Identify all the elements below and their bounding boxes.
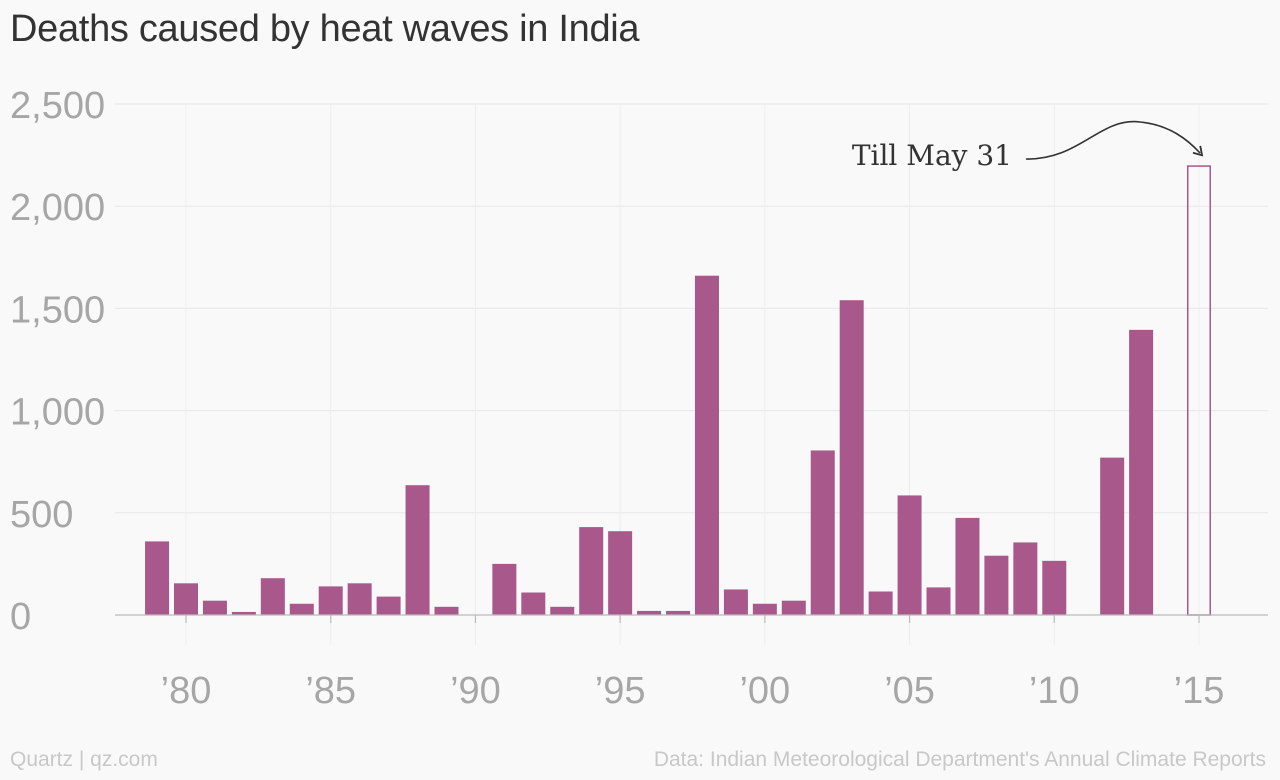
bar [347, 583, 372, 615]
bar [955, 517, 980, 615]
bar [492, 563, 517, 615]
bar [231, 611, 256, 615]
bar [926, 587, 951, 615]
x-tick-label: ’85 [305, 670, 356, 712]
y-tick-label: 2,500 [10, 85, 105, 127]
bar [984, 555, 1009, 615]
x-tick-label: ’10 [1029, 670, 1080, 712]
footer-data-credit: Data: Indian Meteorological Department's… [653, 748, 1266, 771]
bar [637, 610, 662, 615]
bar [376, 596, 401, 615]
bar [897, 495, 922, 615]
bar [550, 606, 575, 615]
bar [1100, 457, 1125, 615]
y-tick-label: 0 [10, 596, 31, 638]
bar [434, 606, 459, 615]
x-tick-label: ’15 [1174, 670, 1225, 712]
bar [174, 583, 198, 615]
bar [521, 592, 546, 615]
y-tick-label: 500 [10, 494, 73, 536]
bar [723, 589, 748, 615]
chart-title: Deaths caused by heat waves in India [10, 8, 640, 50]
y-tick-label: 2,000 [10, 187, 105, 229]
y-tick-label: 1,500 [10, 289, 105, 331]
bar [318, 586, 343, 615]
x-tick-label: ’05 [884, 670, 935, 712]
annotation-label: Till May 31 [852, 139, 1012, 172]
y-tick-label: 1,000 [10, 392, 105, 434]
bar [1129, 329, 1154, 615]
x-tick-label: ’00 [739, 670, 790, 712]
bar [608, 531, 633, 615]
x-tick-label: ’80 [161, 670, 212, 712]
bar [202, 600, 227, 615]
bar [752, 603, 777, 615]
bar [666, 610, 691, 615]
bar [781, 600, 806, 615]
bar [405, 485, 430, 615]
bar [1013, 542, 1038, 615]
footer-source: Quartz | qz.com [10, 748, 158, 771]
x-tick-label: ’90 [450, 670, 501, 712]
bar [1042, 560, 1067, 615]
bar [694, 275, 719, 615]
bar [145, 541, 170, 615]
bar [839, 300, 864, 615]
bar [810, 450, 835, 615]
bar [260, 578, 285, 615]
x-tick-label: ’95 [595, 670, 646, 712]
bar [868, 591, 893, 615]
bar [579, 527, 604, 615]
annotation-arrow [1025, 120, 1204, 160]
bar [289, 603, 314, 615]
